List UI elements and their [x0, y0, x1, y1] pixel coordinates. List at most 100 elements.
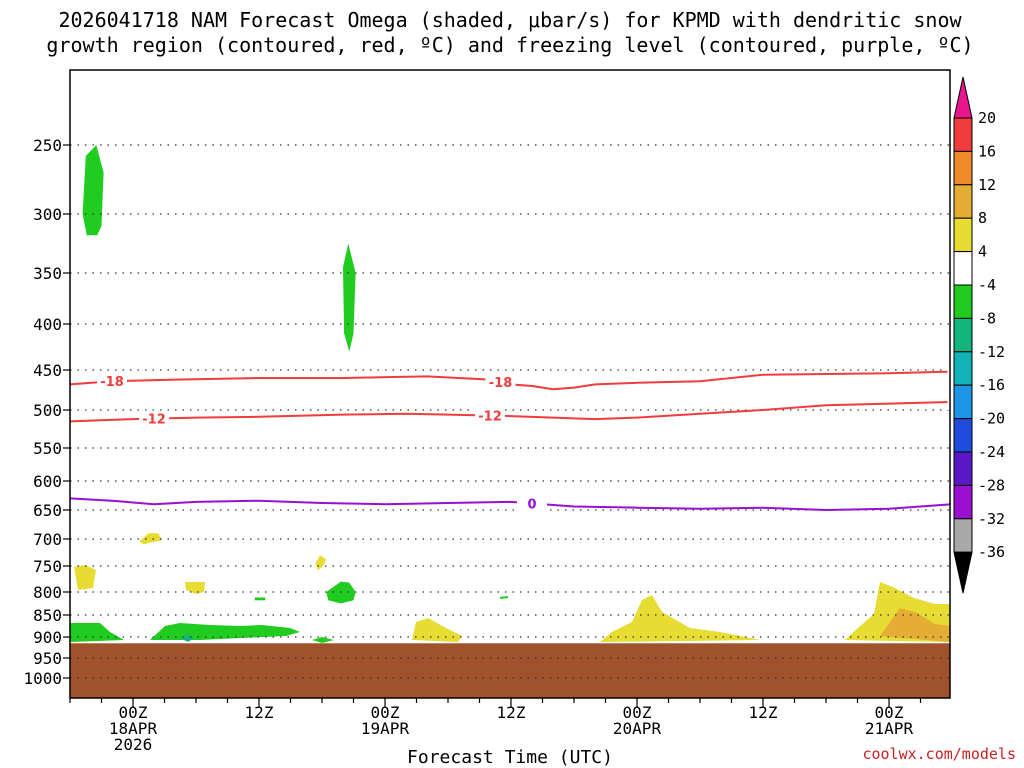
colorbar-bin-1 — [953, 117, 973, 152]
y-tick-label-350: 350 — [33, 264, 62, 283]
dendritic-contour-m18-label-1: -18 — [489, 376, 513, 391]
dendritic-contour-m18-label-bg-2 — [947, 363, 950, 380]
colorbar-bin-3 — [953, 184, 973, 219]
dendritic-contour-m12-label-1: -12 — [478, 410, 502, 425]
x-tick-label-0-0: 00Z — [119, 703, 148, 722]
omega-region-0 — [82, 145, 104, 236]
gridlines — [70, 144, 950, 679]
colorbar-label--8: -8 — [978, 309, 996, 327]
y-tick-label-300: 300 — [33, 205, 62, 224]
colorbar-label-12: 12 — [978, 176, 996, 194]
colorbar-bin-4 — [953, 217, 973, 253]
y-tick-label-950: 950 — [33, 649, 62, 668]
x-tick-label-60-0: 12Z — [749, 703, 778, 722]
freezing-level-contour-label-1: 0 — [527, 497, 536, 512]
x-tick-label-72-0: 00Z — [875, 703, 904, 722]
omega-low-green-small — [312, 637, 334, 643]
colorbar-bin-12 — [953, 484, 973, 520]
dendritic-contour-m18-label-0: -18 — [100, 375, 124, 390]
y-tick-label-650: 650 — [33, 501, 62, 520]
colorbar-bin-10 — [953, 418, 973, 453]
plot-frame — [69, 69, 951, 699]
y-tick-label-400: 400 — [33, 315, 62, 334]
omega-low-green-dot — [500, 596, 508, 599]
y-tick-label-900: 900 — [33, 628, 62, 647]
colorbar-bin-9 — [953, 384, 973, 420]
colorbar-top-arrow — [953, 76, 973, 119]
terrain-fill — [70, 643, 950, 698]
dendritic-contour-m12-label-bg-0 — [139, 410, 169, 427]
x-tick-label-48-1: 20APR — [613, 719, 662, 738]
y-tick-label-800: 800 — [33, 583, 62, 602]
y-tick-label-500: 500 — [33, 401, 62, 420]
omega-region-2 — [315, 555, 327, 571]
colorbar-bin-6 — [953, 284, 973, 319]
freezing-level-contour-label-bg-0 — [0, 495, 22, 511]
omega-low-yellow-west — [74, 565, 96, 590]
omega-low-yellow-east — [600, 595, 760, 642]
credit-text: coolwx.com/models — [862, 745, 1016, 763]
contour-layer: -18-18-18-12-12-12000 — [0, 363, 1024, 512]
freezing-level-contour-label-bg-2 — [1011, 492, 1024, 508]
x-tick-label-48-0: 00Z — [623, 703, 652, 722]
terrain-layer — [70, 643, 950, 698]
omega-region-5 — [254, 597, 266, 601]
freezing-level-contour-label-0: 0 — [2, 497, 11, 512]
omega-low-teal — [180, 634, 194, 642]
colorbar-label--24: -24 — [978, 443, 1005, 461]
colorbar-bin-5 — [953, 251, 973, 286]
dendritic-contour-m12-label-bg-2 — [947, 394, 950, 410]
dendritic-contour-m12-label-bg-1 — [475, 407, 505, 424]
freezing-level-contour — [70, 497, 950, 511]
y-tick-label-600: 600 — [33, 472, 62, 491]
y-tick-label-250: 250 — [33, 136, 62, 155]
x-tick-label-12-0: 12Z — [245, 703, 274, 722]
dendritic-contour-m18 — [70, 370, 950, 391]
colorbar-label--20: -20 — [978, 410, 1005, 428]
omega-region-1 — [343, 243, 356, 352]
x-tick-label-72-1: 21APR — [865, 719, 914, 738]
colorbar-label-20: 20 — [978, 109, 996, 127]
omega-shading-layer — [70, 145, 950, 643]
colorbar-label-8: 8 — [978, 209, 987, 227]
y-tick-label-850: 850 — [33, 606, 62, 625]
colorbar-label--12: -12 — [978, 343, 1005, 361]
omega-low-green-mid — [150, 623, 300, 640]
y-tick-label-450: 450 — [33, 361, 62, 380]
dendritic-contour-m12-label-0: -12 — [142, 413, 166, 428]
colorbar-label--16: -16 — [978, 376, 1005, 394]
y-tick-label-750: 750 — [33, 557, 62, 576]
colorbar-label--28: -28 — [978, 476, 1005, 494]
x-tick-label-36-0: 12Z — [497, 703, 526, 722]
chart-title-line-1: 2026041718 NAM Forecast Omega (shaded, μ… — [58, 8, 962, 32]
colorbar-bottom-arrow — [953, 551, 973, 594]
omega-low-yellow-mid — [412, 618, 462, 642]
y-axis: 250 300 350 400 450 500 550 600 650 700 750 800 850 9… — [23, 136, 70, 688]
colorbar-label-4: 4 — [978, 243, 987, 261]
colorbar-label--32: -32 — [978, 510, 1005, 528]
x-tick-label-0-1: 18APR — [109, 719, 158, 738]
colorbar-label--4: -4 — [978, 276, 996, 294]
chart-title-line-2: growth region (contoured, red, ºC) and f… — [46, 33, 973, 57]
colorbar-bin-2 — [953, 150, 973, 186]
freezing-level-contour-label-bg-1 — [517, 495, 547, 512]
omega-low-green-west — [70, 623, 124, 642]
colorbar-bin-8 — [953, 351, 973, 386]
colorbar-bin-13 — [953, 518, 973, 553]
omega-low-yellow-small — [185, 582, 205, 594]
y-tick-label-1000: 1000 — [23, 669, 62, 688]
dendritic-contour-m18-label-bg-1 — [485, 374, 516, 390]
x-tick-label-24-1: 19APR — [361, 719, 410, 738]
x-tick-label-24-0: 00Z — [371, 703, 400, 722]
colorbar-label--36: -36 — [978, 543, 1005, 561]
colorbar-label-16: 16 — [978, 142, 996, 160]
y-tick-label-700: 700 — [33, 530, 62, 549]
x-tick-label-0-2: 2026 — [114, 735, 153, 754]
x-axis-title: Forecast Time (UTC) — [407, 747, 613, 768]
colorbar: 20 16 12 8 4 -4 -8 -12 -16 -20 -24 -28 -32 -36 — [953, 76, 1005, 594]
omega-low-orange-far-east — [880, 608, 950, 642]
omega-region-4 — [139, 533, 163, 545]
colorbar-bin-7 — [953, 317, 973, 353]
